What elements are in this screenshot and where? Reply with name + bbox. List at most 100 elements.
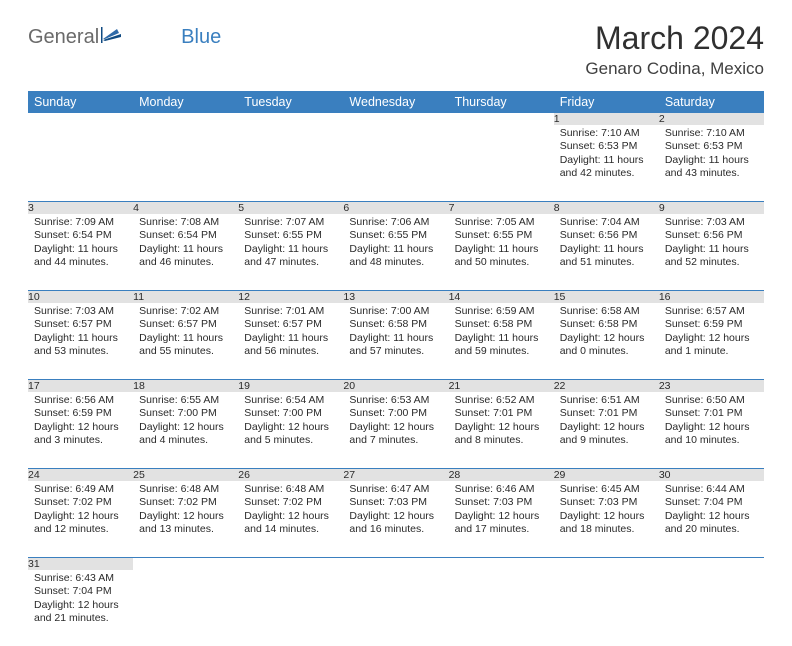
- day-cell: [238, 570, 343, 646]
- day-details: Sunrise: 6:48 AMSunset: 7:02 PMDaylight:…: [133, 481, 238, 541]
- day-cell: Sunrise: 6:52 AMSunset: 7:01 PMDaylight:…: [449, 392, 554, 469]
- day-cell: Sunrise: 7:03 AMSunset: 6:57 PMDaylight:…: [28, 303, 133, 380]
- day-number: [238, 558, 343, 570]
- day-details: Sunrise: 6:58 AMSunset: 6:58 PMDaylight:…: [554, 303, 659, 363]
- day-number: 30: [659, 469, 764, 481]
- daynum-row: 10111213141516: [28, 291, 764, 303]
- day-number: 1: [554, 113, 659, 125]
- day-number: 8: [554, 202, 659, 214]
- day-cell: Sunrise: 6:57 AMSunset: 6:59 PMDaylight:…: [659, 303, 764, 380]
- day-details: Sunrise: 7:03 AMSunset: 6:56 PMDaylight:…: [659, 214, 764, 274]
- weekday-header: Tuesday: [238, 91, 343, 113]
- day-cell: Sunrise: 7:01 AMSunset: 6:57 PMDaylight:…: [238, 303, 343, 380]
- day-details: Sunrise: 6:57 AMSunset: 6:59 PMDaylight:…: [659, 303, 764, 363]
- day-number: 5: [238, 202, 343, 214]
- day-number: 24: [28, 469, 133, 481]
- day-number: 23: [659, 380, 764, 392]
- day-details: Sunrise: 6:44 AMSunset: 7:04 PMDaylight:…: [659, 481, 764, 541]
- weekday-header: Monday: [133, 91, 238, 113]
- day-cell: Sunrise: 6:53 AMSunset: 7:00 PMDaylight:…: [343, 392, 448, 469]
- daynum-row: 24252627282930: [28, 469, 764, 481]
- day-details: Sunrise: 7:10 AMSunset: 6:53 PMDaylight:…: [659, 125, 764, 185]
- day-number: 28: [449, 469, 554, 481]
- detail-row: Sunrise: 6:43 AMSunset: 7:04 PMDaylight:…: [28, 570, 764, 646]
- day-cell: Sunrise: 6:46 AMSunset: 7:03 PMDaylight:…: [449, 481, 554, 558]
- day-number: 9: [659, 202, 764, 214]
- day-details: Sunrise: 6:53 AMSunset: 7:00 PMDaylight:…: [343, 392, 448, 452]
- weekday-header: Friday: [554, 91, 659, 113]
- day-cell: Sunrise: 7:03 AMSunset: 6:56 PMDaylight:…: [659, 214, 764, 291]
- day-number: 16: [659, 291, 764, 303]
- day-details: Sunrise: 7:08 AMSunset: 6:54 PMDaylight:…: [133, 214, 238, 274]
- day-details: Sunrise: 7:10 AMSunset: 6:53 PMDaylight:…: [554, 125, 659, 185]
- weekday-header: Thursday: [449, 91, 554, 113]
- day-number: 14: [449, 291, 554, 303]
- calendar-table: SundayMondayTuesdayWednesdayThursdayFrid…: [28, 91, 764, 646]
- day-cell: Sunrise: 6:45 AMSunset: 7:03 PMDaylight:…: [554, 481, 659, 558]
- day-details: Sunrise: 7:09 AMSunset: 6:54 PMDaylight:…: [28, 214, 133, 274]
- day-number: [343, 558, 448, 570]
- day-cell: Sunrise: 6:50 AMSunset: 7:01 PMDaylight:…: [659, 392, 764, 469]
- daynum-row: 31: [28, 558, 764, 570]
- day-cell: Sunrise: 6:55 AMSunset: 7:00 PMDaylight:…: [133, 392, 238, 469]
- day-number: [28, 113, 133, 125]
- day-number: 4: [133, 202, 238, 214]
- logo-text-general: General: [28, 26, 99, 49]
- day-number: 26: [238, 469, 343, 481]
- day-cell: [28, 125, 133, 202]
- day-cell: Sunrise: 6:47 AMSunset: 7:03 PMDaylight:…: [343, 481, 448, 558]
- day-number: 13: [343, 291, 448, 303]
- detail-row: Sunrise: 7:10 AMSunset: 6:53 PMDaylight:…: [28, 125, 764, 202]
- detail-row: Sunrise: 6:49 AMSunset: 7:02 PMDaylight:…: [28, 481, 764, 558]
- detail-row: Sunrise: 6:56 AMSunset: 6:59 PMDaylight:…: [28, 392, 764, 469]
- day-cell: Sunrise: 7:09 AMSunset: 6:54 PMDaylight:…: [28, 214, 133, 291]
- calendar-header-row: SundayMondayTuesdayWednesdayThursdayFrid…: [28, 91, 764, 113]
- day-number: [238, 113, 343, 125]
- day-number: 12: [238, 291, 343, 303]
- day-cell: Sunrise: 6:59 AMSunset: 6:58 PMDaylight:…: [449, 303, 554, 380]
- day-details: Sunrise: 7:06 AMSunset: 6:55 PMDaylight:…: [343, 214, 448, 274]
- day-details: Sunrise: 6:50 AMSunset: 7:01 PMDaylight:…: [659, 392, 764, 452]
- day-details: Sunrise: 6:43 AMSunset: 7:04 PMDaylight:…: [28, 570, 133, 630]
- day-number: 7: [449, 202, 554, 214]
- day-cell: Sunrise: 6:54 AMSunset: 7:00 PMDaylight:…: [238, 392, 343, 469]
- day-number: 10: [28, 291, 133, 303]
- day-cell: Sunrise: 7:05 AMSunset: 6:55 PMDaylight:…: [449, 214, 554, 291]
- day-details: Sunrise: 7:02 AMSunset: 6:57 PMDaylight:…: [133, 303, 238, 363]
- day-cell: Sunrise: 7:07 AMSunset: 6:55 PMDaylight:…: [238, 214, 343, 291]
- weekday-header: Sunday: [28, 91, 133, 113]
- day-cell: Sunrise: 7:10 AMSunset: 6:53 PMDaylight:…: [554, 125, 659, 202]
- detail-row: Sunrise: 7:03 AMSunset: 6:57 PMDaylight:…: [28, 303, 764, 380]
- daynum-row: 12: [28, 113, 764, 125]
- day-number: [449, 113, 554, 125]
- day-details: Sunrise: 6:51 AMSunset: 7:01 PMDaylight:…: [554, 392, 659, 452]
- day-cell: Sunrise: 6:56 AMSunset: 6:59 PMDaylight:…: [28, 392, 133, 469]
- day-cell: [554, 570, 659, 646]
- detail-row: Sunrise: 7:09 AMSunset: 6:54 PMDaylight:…: [28, 214, 764, 291]
- day-number: 3: [28, 202, 133, 214]
- page-subtitle: Genaro Codina, Mexico: [585, 59, 764, 79]
- day-cell: Sunrise: 6:49 AMSunset: 7:02 PMDaylight:…: [28, 481, 133, 558]
- title-block: March 2024 Genaro Codina, Mexico: [585, 20, 764, 79]
- daynum-row: 3456789: [28, 202, 764, 214]
- day-cell: Sunrise: 7:10 AMSunset: 6:53 PMDaylight:…: [659, 125, 764, 202]
- day-number: 18: [133, 380, 238, 392]
- day-cell: Sunrise: 6:48 AMSunset: 7:02 PMDaylight:…: [238, 481, 343, 558]
- day-cell: Sunrise: 6:43 AMSunset: 7:04 PMDaylight:…: [28, 570, 133, 646]
- header-bar: General Blue March 2024 Genaro Codina, M…: [28, 20, 764, 79]
- day-details: Sunrise: 7:04 AMSunset: 6:56 PMDaylight:…: [554, 214, 659, 274]
- day-details: Sunrise: 6:46 AMSunset: 7:03 PMDaylight:…: [449, 481, 554, 541]
- day-number: 27: [343, 469, 448, 481]
- day-number: 17: [28, 380, 133, 392]
- day-details: Sunrise: 6:59 AMSunset: 6:58 PMDaylight:…: [449, 303, 554, 363]
- day-number: [133, 113, 238, 125]
- day-number: 22: [554, 380, 659, 392]
- day-number: [449, 558, 554, 570]
- day-cell: [133, 570, 238, 646]
- day-cell: Sunrise: 6:58 AMSunset: 6:58 PMDaylight:…: [554, 303, 659, 380]
- day-cell: Sunrise: 7:00 AMSunset: 6:58 PMDaylight:…: [343, 303, 448, 380]
- day-cell: [659, 570, 764, 646]
- day-number: 11: [133, 291, 238, 303]
- day-cell: Sunrise: 7:08 AMSunset: 6:54 PMDaylight:…: [133, 214, 238, 291]
- logo: General Blue: [28, 26, 221, 49]
